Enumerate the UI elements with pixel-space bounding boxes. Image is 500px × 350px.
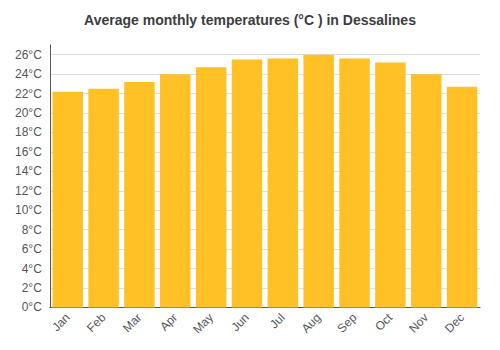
svg-text:Jan: Jan — [49, 311, 73, 335]
svg-text:Sep: Sep — [334, 310, 359, 335]
svg-text:Oct: Oct — [372, 310, 396, 334]
svg-text:Jul: Jul — [267, 311, 288, 332]
svg-text:Dec: Dec — [442, 311, 467, 336]
svg-text:14°C: 14°C — [15, 164, 42, 178]
svg-text:12°C: 12°C — [15, 184, 42, 198]
svg-text:6°C: 6°C — [22, 242, 42, 256]
svg-text:18°C: 18°C — [15, 125, 42, 139]
svg-text:2°C: 2°C — [22, 281, 42, 295]
svg-text:Mar: Mar — [120, 311, 145, 335]
svg-text:Nov: Nov — [406, 311, 431, 336]
svg-text:May: May — [190, 311, 216, 337]
svg-text:Apr: Apr — [157, 311, 180, 334]
svg-text:24°C: 24°C — [15, 67, 42, 81]
svg-text:26°C: 26°C — [15, 48, 42, 62]
svg-text:22°C: 22°C — [15, 87, 42, 101]
svg-text:Feb: Feb — [84, 310, 109, 335]
svg-text:Jun: Jun — [228, 311, 252, 335]
svg-text:Average monthly temperatures (: Average monthly temperatures (°C ) in De… — [84, 12, 416, 28]
svg-text:20°C: 20°C — [15, 106, 42, 120]
svg-text:4°C: 4°C — [22, 262, 42, 276]
svg-text:8°C: 8°C — [22, 223, 42, 237]
svg-text:Aug: Aug — [299, 311, 324, 336]
svg-text:10°C: 10°C — [15, 203, 42, 217]
svg-text:16°C: 16°C — [15, 145, 42, 159]
svg-text:0°C: 0°C — [22, 300, 42, 314]
